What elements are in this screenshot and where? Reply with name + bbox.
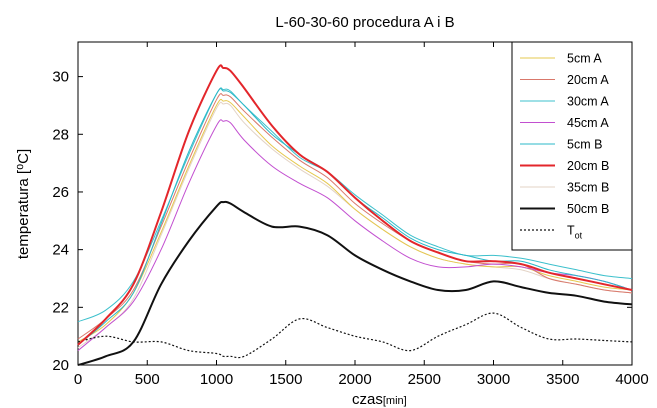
legend-label: 35cm B: [567, 181, 609, 195]
y-tick-label: 28: [52, 126, 69, 143]
x-tick-label: 3500: [546, 371, 579, 388]
x-tick-label: 3000: [477, 371, 510, 388]
y-axis-label: temperatura [⁰C]: [15, 149, 32, 259]
y-tick-label: 30: [52, 69, 69, 86]
y-axis-ticks: 20 22 24 26 28 30: [52, 69, 632, 374]
series-line: [77, 119, 633, 351]
legend-label: 45cm A: [567, 116, 609, 130]
chart-title: L-60-30-60 procedura A i B: [275, 14, 454, 31]
legend-label: 5cm B: [567, 138, 602, 152]
legend-label-text: 35cm B: [567, 181, 609, 195]
series-lines: [77, 64, 633, 366]
y-tick-label: 22: [52, 299, 69, 316]
legend-label-text: 50cm B: [567, 202, 609, 216]
legend-label: Tot: [567, 224, 583, 241]
legend: 5cm A 20cm A 30cm A 45cm A 5cm B 20cm B 35cm B…: [511, 41, 633, 251]
legend-label-text: T: [567, 224, 575, 238]
legend-label-text: 45cm A: [567, 116, 609, 130]
legend-box: [511, 41, 633, 251]
x-tick-label: 1000: [200, 371, 233, 388]
legend-label-text: 20cm A: [567, 73, 609, 87]
legend-label-text: 5cm B: [567, 138, 602, 152]
x-tick-label: 4000: [615, 371, 648, 388]
series-line: [77, 101, 633, 349]
series-line: [77, 312, 633, 359]
x-axis-label-unit: [min]: [383, 395, 407, 407]
legend-label: 30cm A: [567, 95, 609, 109]
legend-label: 50cm B: [567, 202, 609, 216]
legend-label: 20cm B: [567, 159, 609, 173]
y-tick-label: 24: [52, 242, 69, 259]
x-tick-label: 1500: [269, 371, 302, 388]
legend-label-text: 30cm A: [567, 95, 609, 109]
x-tick-label: 2000: [338, 371, 371, 388]
legend-label-text: 20cm B: [567, 159, 609, 173]
y-tick-label: 20: [52, 357, 69, 374]
legend-label: 20cm A: [567, 73, 609, 87]
x-tick-label: 2500: [408, 371, 441, 388]
x-axis-label: czas[min]: [352, 391, 407, 408]
series-line: [77, 200, 633, 366]
series-line: [77, 64, 633, 346]
legend-label-subscript: ot: [575, 231, 583, 241]
legend-label: 5cm A: [567, 52, 602, 66]
x-axis-ticks: 0 500 1000 1500 2000 2500 3000 3500 4000: [74, 42, 649, 388]
x-axis-label-text: czas: [352, 391, 383, 408]
x-tick-label: 500: [135, 371, 160, 388]
legend-label-text: 5cm A: [567, 52, 602, 66]
x-tick-label: 0: [74, 371, 82, 388]
y-tick-label: 26: [52, 184, 69, 201]
